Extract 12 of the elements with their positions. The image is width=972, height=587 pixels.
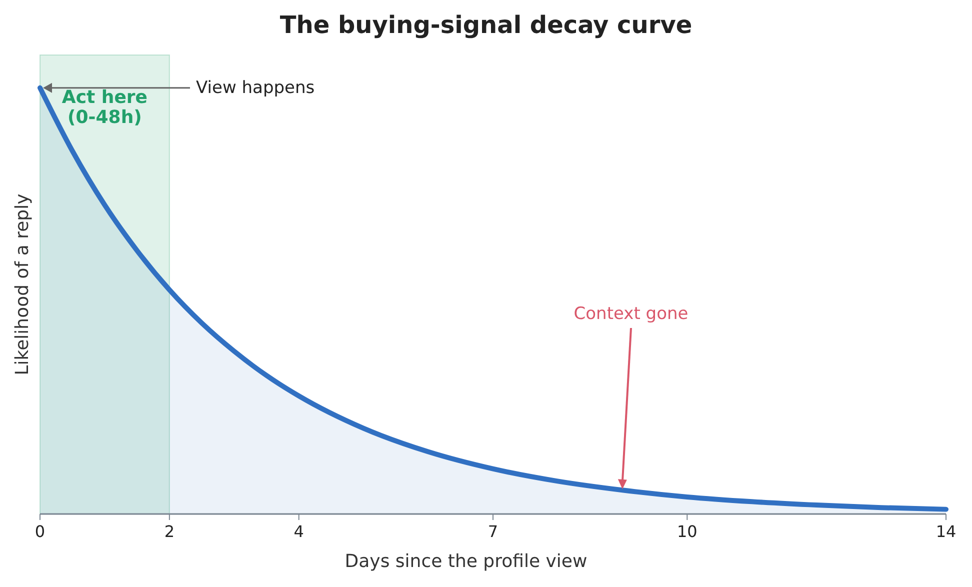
x-tick-label: 14 xyxy=(936,522,956,541)
band-label: Act here (0-48h) xyxy=(62,87,148,128)
x-tick-label: 0 xyxy=(34,522,46,541)
x-tick-label: 7 xyxy=(488,522,498,541)
chart-title: The buying-signal decay curve xyxy=(280,11,692,39)
y-axis-title: Likelihood of a reply xyxy=(12,193,33,376)
annotation: Context gone xyxy=(574,304,688,324)
annotation: View happens xyxy=(196,78,315,98)
x-axis-title: Days since the profile view xyxy=(344,551,588,572)
x-tick-label: 4 xyxy=(294,522,304,541)
x-tick-label: 10 xyxy=(676,522,698,541)
x-tick-label: 2 xyxy=(164,522,175,541)
